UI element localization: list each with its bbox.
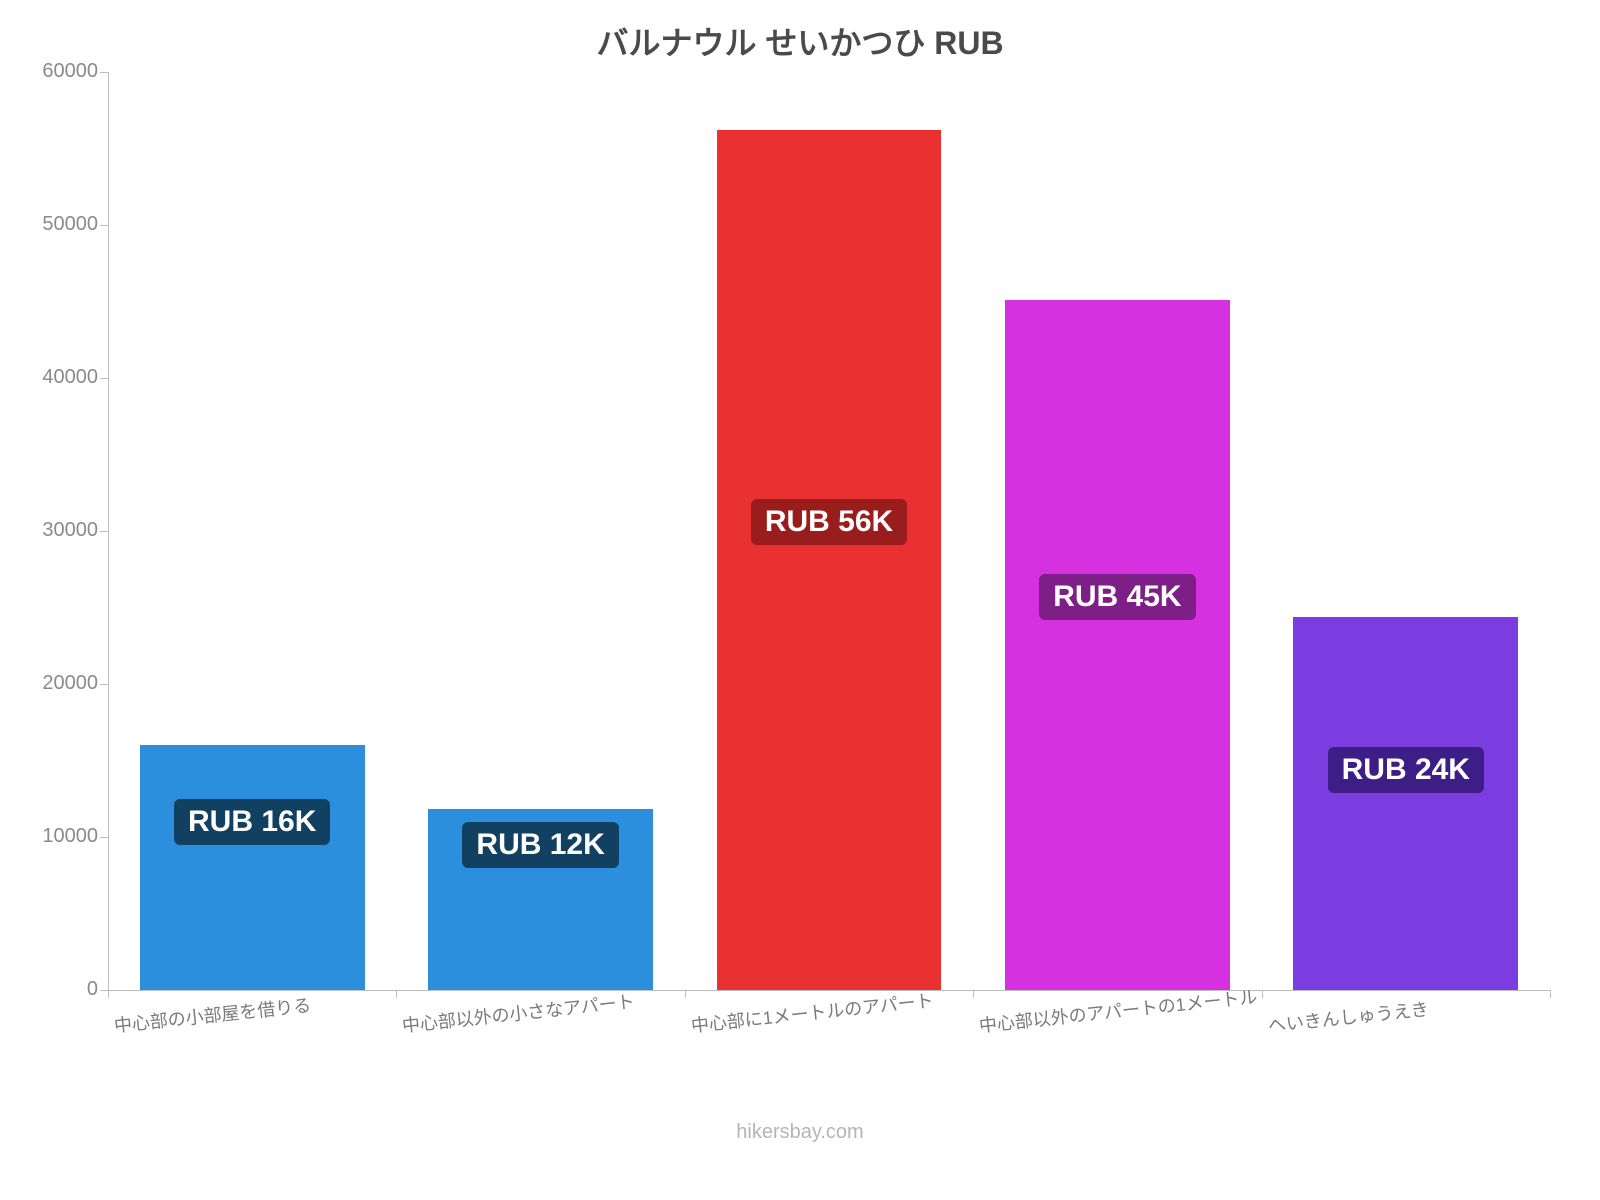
y-tick-label: 50000	[8, 213, 98, 236]
y-tick-label: 60000	[8, 60, 98, 83]
y-tick-label: 30000	[8, 519, 98, 542]
y-tick	[100, 990, 108, 991]
data-label-badge: RUB 45K	[1039, 574, 1195, 620]
y-tick	[100, 531, 108, 532]
x-axis-label: 中心部以外のアパートの1メートル	[978, 983, 1259, 1038]
x-axis-label: 中心部の小部屋を借りる	[113, 991, 313, 1038]
y-tick	[100, 378, 108, 379]
y-axis-line	[108, 72, 109, 990]
x-tick	[396, 990, 397, 998]
y-tick	[100, 837, 108, 838]
chart-title: バルナウル せいかつひ RUB	[0, 18, 1600, 64]
y-tick-label: 20000	[8, 672, 98, 695]
y-tick	[100, 225, 108, 226]
x-axis-label: へいきんしゅうえき	[1266, 995, 1429, 1038]
bar-chart: バルナウル せいかつひ RUB hikersbay.com 0 10000 2000…	[0, 0, 1600, 1200]
y-tick-label: 0	[8, 978, 98, 1001]
bar	[1293, 617, 1518, 990]
x-tick	[1262, 990, 1263, 998]
data-label-badge: RUB 56K	[751, 499, 907, 545]
attribution-text: hikersbay.com	[0, 1121, 1600, 1144]
x-tick	[973, 990, 974, 998]
x-tick	[685, 990, 686, 998]
y-tick-label: 40000	[8, 366, 98, 389]
data-label-badge: RUB 12K	[462, 822, 618, 868]
x-tick	[1550, 990, 1551, 998]
bar	[1005, 300, 1230, 990]
bar	[717, 130, 942, 990]
x-axis-line	[108, 990, 1550, 991]
y-tick-label: 10000	[8, 825, 98, 848]
data-label-badge: RUB 24K	[1328, 747, 1484, 793]
data-label-badge: RUB 16K	[174, 799, 330, 845]
y-tick	[100, 684, 108, 685]
x-axis-label: 中心部以外の小さなアパート	[401, 988, 636, 1038]
bar	[140, 745, 365, 990]
y-tick	[100, 72, 108, 73]
x-tick	[108, 990, 109, 998]
x-axis-label: 中心部に1メートルのアパート	[689, 987, 934, 1038]
